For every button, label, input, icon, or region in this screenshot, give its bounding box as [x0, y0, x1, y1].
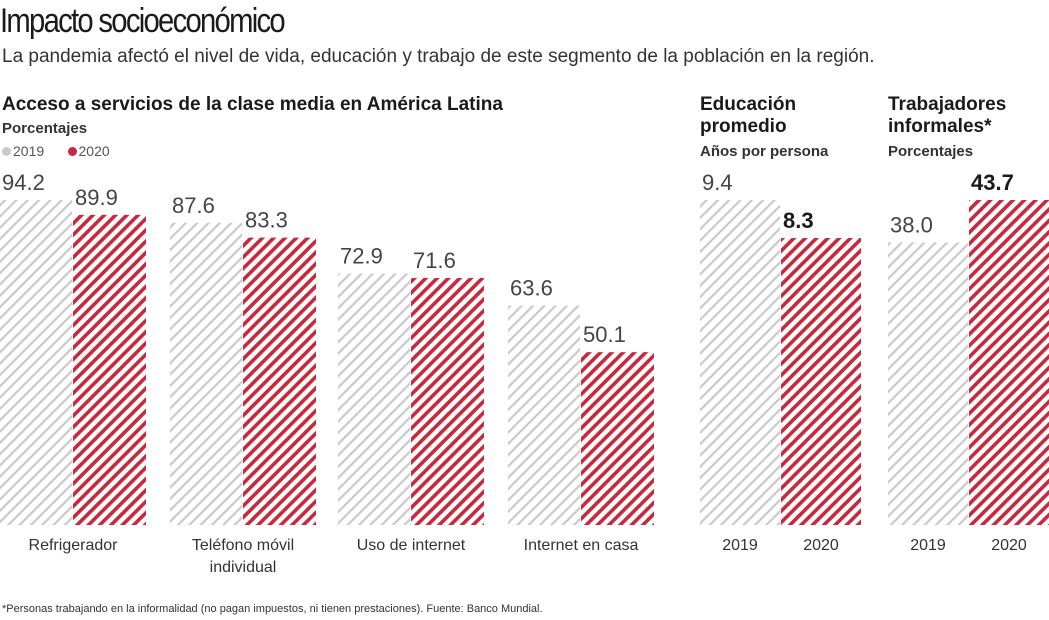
- chart1-title: Acceso a servicios de la clase media en …: [2, 94, 503, 115]
- page-title: Impacto socioeconómico: [0, 2, 286, 40]
- chart1-ylabel: Porcentajes: [2, 120, 88, 137]
- data-label: 71.6: [413, 248, 456, 273]
- bar: [243, 237, 316, 526]
- legend-item-2019: 2019: [2, 143, 44, 159]
- data-label: 8.3: [783, 208, 814, 233]
- data-label: 87.6: [172, 193, 215, 218]
- data-label: 63.6: [510, 276, 553, 301]
- bar: [781, 238, 861, 525]
- legend-dot-icon: [2, 147, 11, 156]
- category-label: 2019: [722, 537, 758, 554]
- legend-item-2020: 2020: [67, 143, 110, 159]
- bar: [581, 352, 654, 525]
- data-label: 43.7: [971, 170, 1014, 195]
- footnote: *Personas trabajando en la informalidad …: [2, 603, 543, 615]
- data-label: 50.1: [583, 322, 626, 347]
- bar: [508, 305, 580, 525]
- data-label: 9.4: [702, 170, 733, 195]
- category-label: Teléfono móvil: [192, 537, 294, 554]
- category-label: Uso de internet: [357, 537, 466, 554]
- bar: [411, 277, 484, 525]
- legend-dot-icon: [67, 147, 77, 156]
- bar: [969, 200, 1049, 525]
- data-label: 38.0: [890, 212, 933, 237]
- chart3-title: Trabajadores informales*: [888, 94, 1007, 137]
- category-label: 2019: [910, 537, 946, 554]
- bar: [700, 200, 780, 525]
- chart2-title: Educación promedio: [700, 94, 797, 137]
- category-label: Internet en casa: [524, 537, 639, 554]
- data-label: 94.2: [2, 170, 45, 195]
- chart2-ylabel: Años por persona: [700, 143, 829, 160]
- category-label: individual: [210, 559, 277, 576]
- legend: 2019 2020: [2, 143, 110, 159]
- category-label: 2020: [803, 537, 839, 554]
- data-label: 83.3: [245, 208, 288, 233]
- bar: [0, 200, 72, 525]
- chart3-ylabel: Porcentajes: [888, 143, 974, 160]
- data-label: 72.9: [340, 243, 383, 268]
- bar: [888, 242, 968, 526]
- category-label: 2020: [991, 537, 1027, 554]
- data-label: 89.9: [75, 185, 118, 210]
- bar: [338, 273, 410, 525]
- bar: [73, 214, 146, 525]
- page-subtitle: La pandemia afectó el nivel de vida, edu…: [2, 46, 875, 67]
- category-label: Refrigerador: [29, 537, 119, 554]
- bar: [170, 222, 242, 526]
